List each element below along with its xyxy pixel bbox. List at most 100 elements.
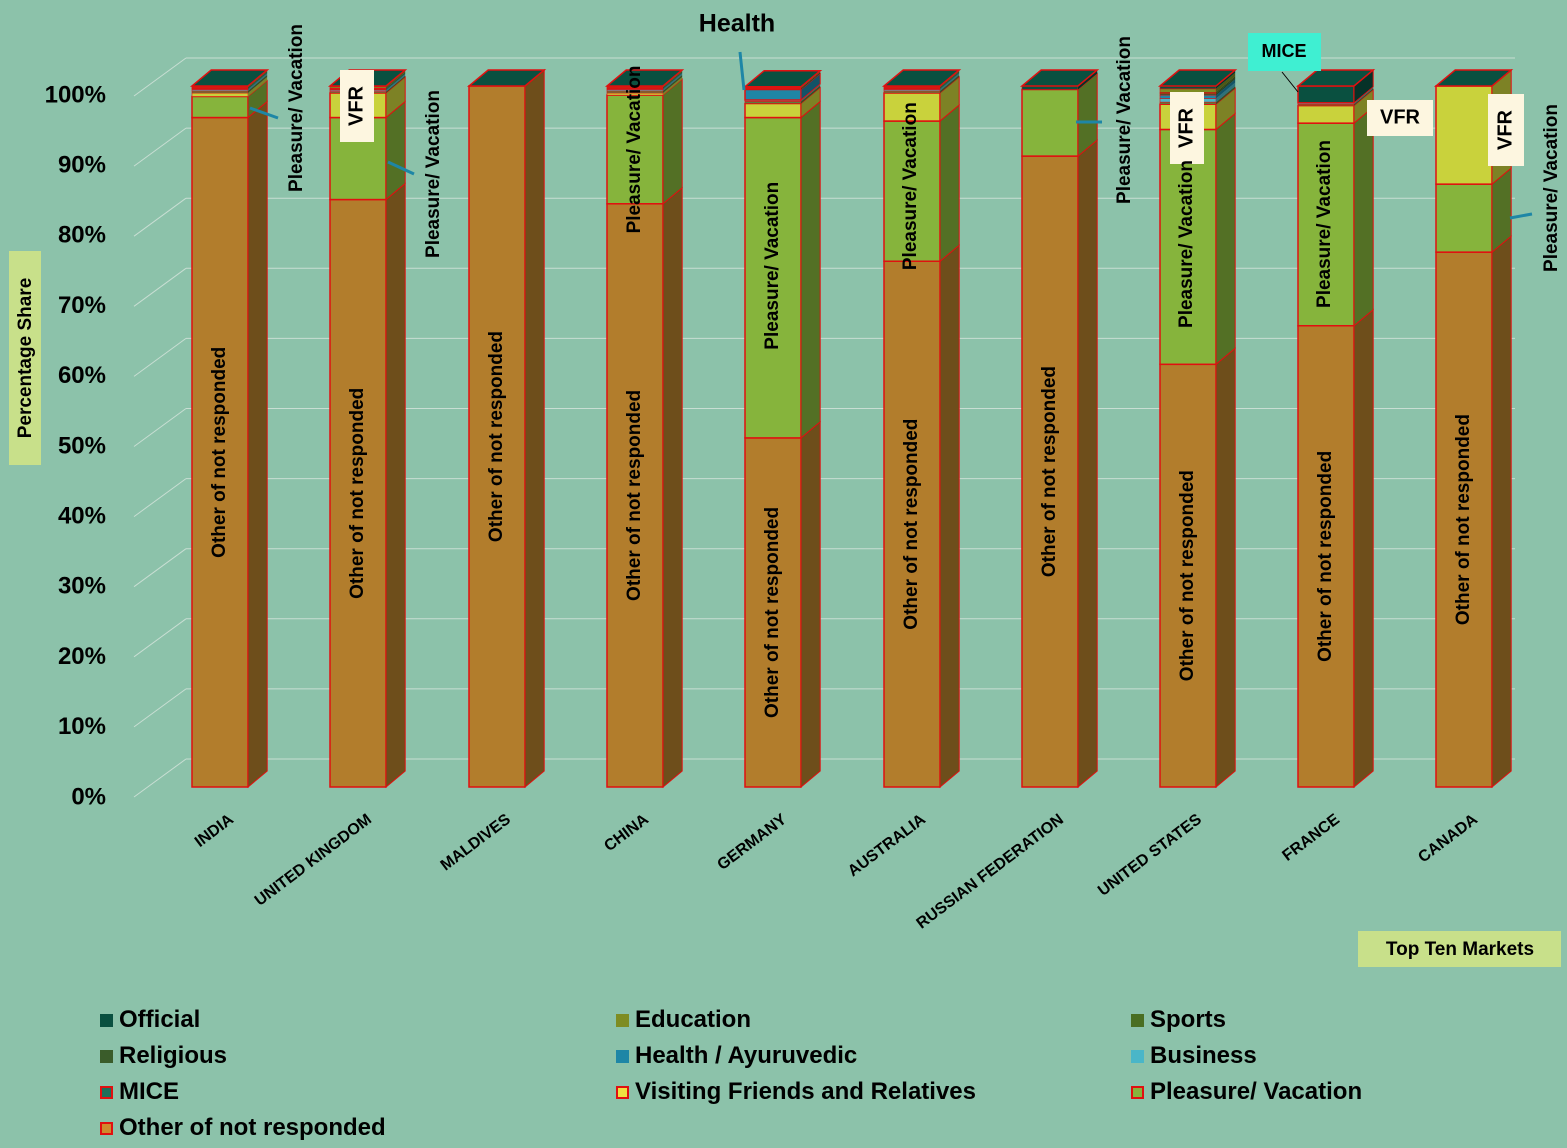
bar-top — [881, 69, 962, 87]
x-tick-label: RUSSIAN FEDERATION — [914, 811, 1067, 932]
bar-side — [386, 74, 406, 92]
bar-side — [1215, 347, 1236, 789]
annotation-label: Pleasure/ Vacation — [286, 24, 307, 192]
bar-side — [800, 100, 821, 439]
bar-segment — [1435, 85, 1493, 185]
x-tick-label: MALDIVES — [438, 811, 515, 875]
gridline-diagonal — [133, 478, 187, 518]
bar-side — [663, 77, 683, 96]
legend-item-sports: Sports — [1131, 1006, 1226, 1034]
y-axis-label-bg — [9, 251, 41, 465]
bar-top — [189, 69, 270, 87]
annotation-label: Pleasure/ Vacation — [900, 102, 921, 270]
bar-segment — [1021, 155, 1079, 788]
bar-side — [940, 71, 960, 89]
gridline-diagonal — [133, 197, 187, 237]
bar-label-other-not-responded: Other of not responded — [1315, 451, 1336, 662]
legend-swatch — [616, 1085, 629, 1099]
legend-swatch — [1131, 1049, 1144, 1063]
x-tick-label: UNITED STATES — [1095, 811, 1205, 900]
legend-swatch — [1131, 1085, 1144, 1099]
bar-side — [386, 75, 406, 94]
bar-side — [385, 182, 406, 789]
gridline-diagonal — [133, 267, 187, 307]
annotation-label: Pleasure/ Vacation — [423, 90, 444, 258]
bar-segment — [1297, 122, 1355, 327]
annotation-label: MICE — [1262, 41, 1307, 61]
y-tick-label: 60% — [58, 362, 106, 389]
bar-side — [940, 73, 960, 91]
bar-label-other-not-responded: Other of not responded — [762, 507, 783, 718]
gridline-diagonal — [133, 758, 187, 798]
bar-side — [1216, 79, 1236, 99]
legend: Official Education Sports Religious Heal… — [100, 1006, 1560, 1146]
bar-side — [524, 68, 545, 789]
bar-label-other-not-responded: Other of not responded — [486, 331, 507, 542]
x-tick-label: FRANCE — [1279, 811, 1343, 865]
bar-side — [1216, 77, 1236, 96]
gridline-diagonal — [133, 127, 187, 167]
annotation-label: VFR — [1175, 107, 1197, 148]
legend-item-official: Official — [100, 1006, 200, 1034]
bar-side — [1216, 82, 1236, 103]
legend-item-health-ayuruvedic: Health / Ayuruvedic — [616, 1042, 857, 1070]
annotation-leader — [1281, 71, 1299, 93]
bar-segment — [883, 260, 941, 788]
gridline-diagonal — [133, 548, 187, 588]
legend-swatch — [616, 1013, 629, 1027]
bar-side — [940, 72, 960, 89]
bar-side — [663, 71, 683, 89]
legend-label: Health / Ayuruvedic — [635, 1042, 858, 1069]
annotation-label: Health — [699, 10, 775, 38]
bar-label-other-not-responded: Other of not responded — [1039, 366, 1060, 577]
annotation-label: VFR — [345, 85, 367, 126]
bar-side — [1216, 76, 1236, 94]
bar-segment — [606, 203, 664, 788]
annotation-label: Pleasure/ Vacation — [1314, 140, 1335, 308]
bar-side — [663, 72, 683, 90]
y-tick-label: 0% — [71, 783, 106, 810]
bar-side — [662, 186, 683, 789]
bar-segment — [191, 92, 249, 97]
bar-side — [248, 71, 268, 89]
bar-segment — [1435, 251, 1493, 788]
legend-item-education: Education — [616, 1006, 751, 1034]
bar-segment — [1435, 183, 1493, 253]
bar-top — [1433, 69, 1514, 87]
bar-side — [1077, 139, 1098, 789]
bar-side — [801, 85, 821, 104]
bar-side — [800, 420, 821, 789]
annotation-label: Pleasure/ Vacation — [1114, 36, 1135, 204]
x-tick-label: INDIA — [192, 811, 237, 851]
bar-side — [1354, 88, 1374, 106]
bar-segment — [1159, 88, 1217, 93]
legend-item-business: Business — [1131, 1042, 1257, 1070]
legend-label: Business — [1150, 1042, 1257, 1069]
bar-segment — [883, 92, 941, 122]
annotation-label: Pleasure/ Vacation — [762, 182, 783, 350]
bar-segment — [883, 120, 941, 262]
bar-side — [248, 77, 268, 97]
gridline-diagonal — [133, 408, 187, 447]
bar-side — [386, 70, 406, 89]
bar-segment — [744, 437, 802, 788]
x-tick-label: GERMANY — [714, 811, 790, 874]
gridline-diagonal — [133, 618, 187, 658]
bar-segment — [1297, 104, 1355, 124]
bar-side — [1491, 235, 1512, 789]
bar-top — [1295, 69, 1376, 87]
bar-segment — [191, 95, 249, 119]
bar-side — [247, 100, 268, 789]
annotation-label: VFR — [1494, 109, 1516, 150]
annotation-box — [1170, 92, 1204, 164]
bar-segment — [468, 85, 526, 788]
bar-side — [248, 72, 268, 89]
bar-side — [663, 73, 683, 91]
bar-top — [604, 69, 685, 87]
bar-side — [1215, 112, 1236, 366]
legend-swatch — [616, 1049, 629, 1063]
bar-label-other-not-responded: Other of not responded — [209, 347, 230, 558]
legend-item-visiting-friends-relatives: Visiting Friends and Relatives — [616, 1078, 976, 1106]
bar-side — [248, 73, 268, 91]
bar-label-other-not-responded: Other of not responded — [1453, 414, 1474, 625]
